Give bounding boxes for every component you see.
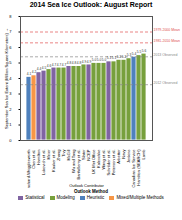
html-text:2014 Sea Ice Outlook: August R: 2014 Sea Ice Outlook: August Report — [29, 1, 153, 8]
svg-text:3: 3 — [9, 91, 12, 96]
svg-text:Arbetter: Arbetter — [116, 149, 122, 164]
html-text:Outlook Method: Outlook Method — [73, 189, 109, 194]
svg-text:5.1: 5.1 — [112, 56, 117, 60]
svg-text:4.1: 4.1 — [27, 72, 32, 76]
svg-text:4.7: 4.7 — [57, 63, 62, 67]
svg-text:2012 Observed: 2012 Observed — [154, 81, 178, 85]
svg-text:Slater: Slater — [81, 149, 87, 160]
svg-text:NCEP: NCEP — [86, 149, 92, 161]
svg-text:1979-2000 Mean: 1979-2000 Mean — [154, 28, 181, 32]
svg-text:Canadian Ice Service: Canadian Ice Service — [131, 149, 137, 188]
svg-text:2013 Observed: 2013 Observed — [154, 53, 178, 57]
svg-text:5.6: 5.6 — [142, 49, 147, 53]
html-text:Modeling: Modeling — [56, 195, 75, 200]
svg-text:Tivy: Tivy — [61, 149, 67, 157]
svg-text:5.0: 5.0 — [102, 58, 107, 62]
svg-text:4.8: 4.8 — [72, 61, 77, 65]
svg-text:0: 0 — [9, 138, 12, 143]
html-text:Statistical: Statistical — [25, 195, 45, 200]
svg-text:Schröder et al.: Schröder et al. — [106, 149, 112, 176]
svg-text:4: 4 — [9, 76, 12, 81]
svg-text:Peterson et al.: Peterson et al. — [111, 149, 117, 176]
svg-text:Outlook Contributor: Outlook Contributor — [69, 183, 104, 188]
svg-text:Jenkins: Jenkins — [126, 149, 132, 164]
svg-text:5.0: 5.0 — [97, 58, 102, 62]
svg-text:Chen et al.: Chen et al. — [31, 149, 37, 169]
svg-text:4.9: 4.9 — [82, 60, 87, 64]
svg-text:Barthélemy et al.: Barthélemy et al. — [76, 149, 82, 180]
svg-text:4.8: 4.8 — [67, 61, 72, 65]
svg-text:5.2: 5.2 — [117, 55, 122, 59]
svg-text:Zhang: Zhang — [56, 149, 62, 161]
svg-text:4.4: 4.4 — [37, 67, 42, 71]
svg-text:Hamilton: Hamilton — [36, 149, 42, 166]
svg-text:6: 6 — [9, 45, 12, 50]
svg-text:Meier: Meier — [46, 149, 52, 160]
svg-text:5.3: 5.3 — [127, 53, 132, 57]
svg-text:4.6: 4.6 — [47, 64, 52, 68]
svg-text:4.2: 4.2 — [32, 70, 37, 74]
svg-text:Wang et al.: Wang et al. — [101, 149, 107, 170]
svg-text:Kaleschke: Kaleschke — [96, 149, 102, 168]
svg-text:4.7: 4.7 — [52, 63, 57, 67]
svg-text:5.5: 5.5 — [137, 50, 142, 54]
svg-text:Lukovich et al.: Lukovich et al. — [41, 149, 47, 176]
svg-text:4.9: 4.9 — [87, 60, 92, 64]
svg-text:Navy: Navy — [121, 149, 127, 159]
svg-text:September Sea Ice Extent (Mill: September Sea Ice Extent (Million Square… — [4, 28, 9, 129]
svg-text:4.8: 4.8 — [77, 61, 82, 65]
svg-text:7: 7 — [9, 29, 12, 34]
svg-text:1: 1 — [9, 122, 12, 127]
svg-text:2: 2 — [9, 107, 12, 112]
svg-text:5.2: 5.2 — [122, 55, 127, 59]
html-text:Mixed/Multiple Methods: Mixed/Multiple Methods — [116, 195, 164, 200]
svg-text:4.7: 4.7 — [62, 63, 67, 67]
svg-text:8: 8 — [9, 14, 12, 19]
svg-text:Kauker et al.: Kauker et al. — [51, 149, 57, 172]
svg-text:Hamilton (SEARCH): Hamilton (SEARCH) — [136, 149, 142, 186]
html-text:Heuristic: Heuristic — [86, 195, 105, 200]
svg-text:Wu and Tang: Wu and Tang — [71, 149, 77, 173]
svg-text:4.5: 4.5 — [42, 66, 47, 70]
svg-text:5: 5 — [9, 60, 12, 65]
svg-text:1981-2010 Mean: 1981-2010 Mean — [154, 39, 181, 43]
svg-text:5.1: 5.1 — [107, 56, 112, 60]
svg-text:Lamb: Lamb — [141, 149, 146, 160]
svg-text:5.4: 5.4 — [132, 52, 137, 56]
svg-text:5.0: 5.0 — [92, 58, 97, 62]
svg-text:McGill: McGill — [66, 149, 72, 161]
svg-text:UK Met Office: UK Met Office — [91, 149, 97, 175]
